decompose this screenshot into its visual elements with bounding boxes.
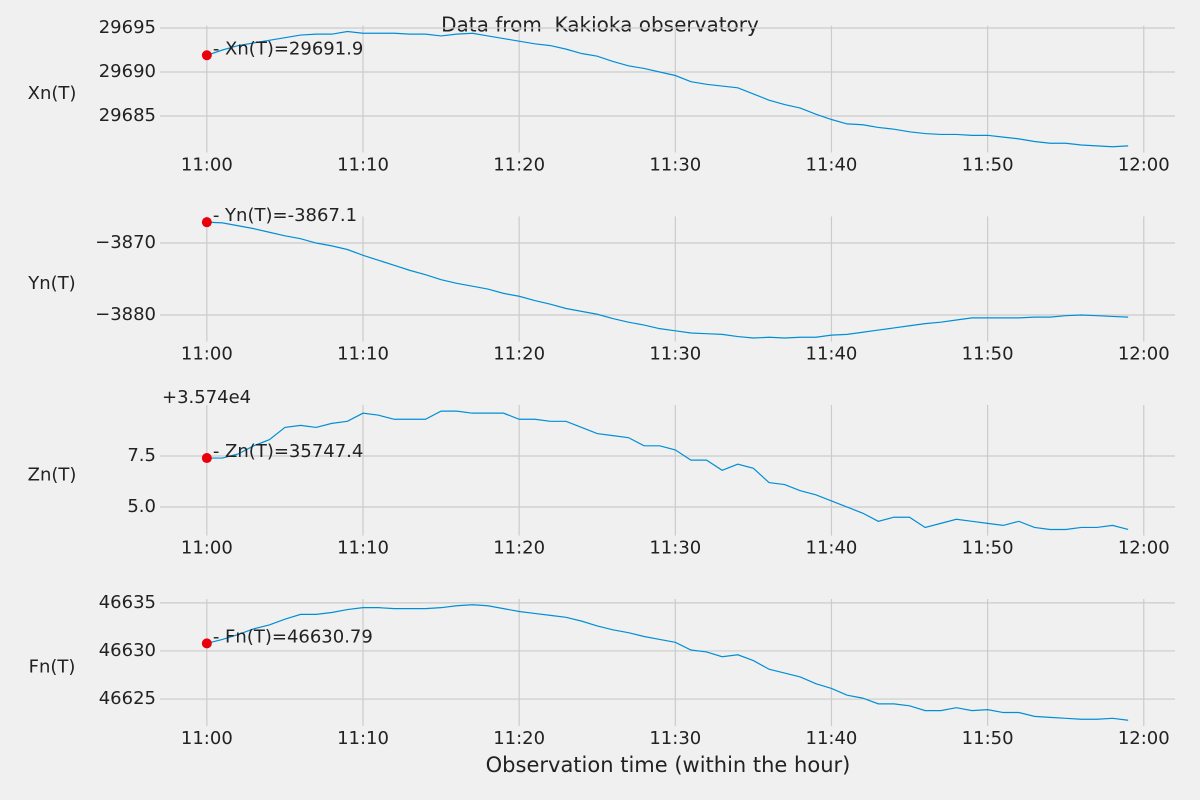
x-tick-label: 11:10 — [337, 344, 389, 365]
x-tick-label: 11:40 — [806, 344, 858, 365]
y-tick-label: 29690 — [99, 61, 156, 82]
y-tick-label: 29685 — [99, 105, 156, 126]
x-tick-label: 11:30 — [649, 155, 701, 176]
x-tick-label: 11:40 — [806, 155, 858, 176]
offset-label: +3.574e4 — [162, 387, 251, 408]
data-line — [206, 221, 1129, 339]
x-tick-label: 11:20 — [493, 728, 545, 749]
x-tick-label: 11:50 — [962, 344, 1014, 365]
x-tick-label: 11:00 — [181, 538, 233, 559]
y-tick-label: −3870 — [95, 232, 156, 253]
y-tick-label: 7.5 — [127, 445, 156, 466]
x-tick-label: 11:00 — [181, 155, 233, 176]
point-annotation: - Zn(T)=35747.4 — [213, 441, 364, 462]
y-tick-label: 5.0 — [127, 496, 156, 517]
point-annotation: - Fn(T)=46630.79 — [213, 626, 373, 647]
x-tick-label: 11:20 — [493, 538, 545, 559]
x-tick-label: 12:00 — [1118, 344, 1170, 365]
data-line — [206, 604, 1129, 721]
x-tick-label: 12:00 — [1118, 538, 1170, 559]
x-tick-label: 11:50 — [962, 155, 1014, 176]
highlight-point — [201, 50, 212, 61]
y-tick-label: 46630 — [99, 640, 156, 661]
x-tick-label: 11:20 — [493, 344, 545, 365]
x-tick-label: 11:10 — [337, 728, 389, 749]
highlight-point — [201, 638, 212, 649]
x-axis-label: Observation time (within the hour) — [486, 753, 851, 777]
y-axis-label: Xn(T) — [28, 83, 77, 104]
x-tick-label: 11:50 — [962, 728, 1014, 749]
y-tick-label: 46625 — [99, 688, 156, 709]
point-annotation: - Xn(T)=29691.9 — [213, 38, 364, 59]
x-tick-label: 11:30 — [649, 344, 701, 365]
x-tick-label: 12:00 — [1118, 155, 1170, 176]
y-axis-label: Zn(T) — [28, 464, 77, 485]
x-tick-label: 11:00 — [181, 344, 233, 365]
data-line — [206, 410, 1129, 531]
x-tick-label: 12:00 — [1118, 728, 1170, 749]
y-axis-label: Yn(T) — [27, 273, 75, 294]
highlight-point — [201, 453, 212, 464]
figure-title: Data from Kakioka observatory — [441, 13, 759, 37]
y-axis-label: Fn(T) — [29, 657, 76, 678]
x-tick-label: 11:50 — [962, 538, 1014, 559]
x-tick-label: 11:40 — [806, 538, 858, 559]
y-tick-label: −3880 — [95, 304, 156, 325]
y-tick-label: 46635 — [99, 592, 156, 613]
x-tick-label: 11:30 — [649, 538, 701, 559]
x-tick-label: 11:10 — [337, 538, 389, 559]
x-tick-label: 11:20 — [493, 155, 545, 176]
y-tick-label: 29695 — [99, 17, 156, 38]
x-tick-label: 11:00 — [181, 728, 233, 749]
point-annotation: - Yn(T)=-3867.1 — [213, 205, 357, 226]
highlight-point — [201, 217, 212, 228]
x-tick-label: 11:10 — [337, 155, 389, 176]
data-line — [206, 30, 1129, 148]
x-tick-label: 11:30 — [649, 728, 701, 749]
x-tick-label: 11:40 — [806, 728, 858, 749]
